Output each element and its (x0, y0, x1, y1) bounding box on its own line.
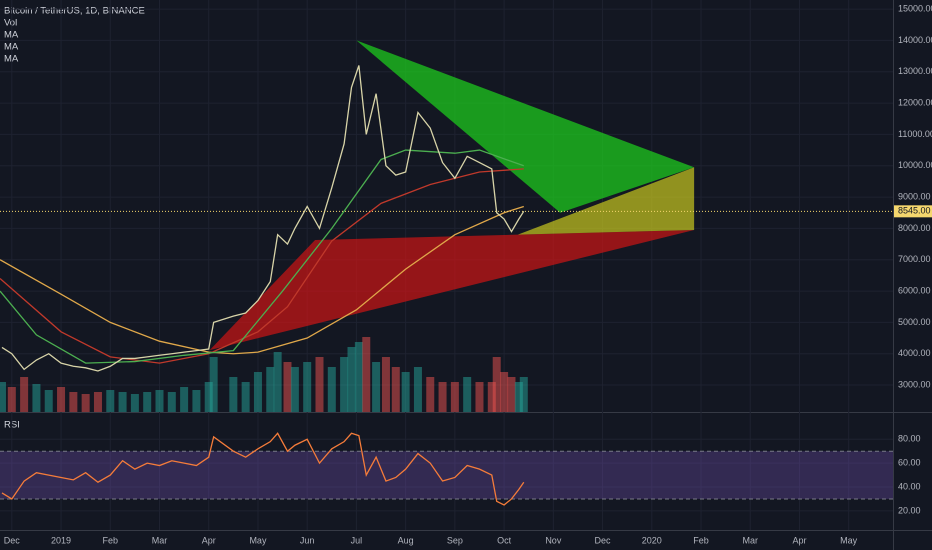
last-price-box (894, 205, 932, 218)
y-tick-label: 3000.00 (898, 379, 931, 389)
volume-bar (463, 377, 472, 412)
x-tick-label: Nov (545, 535, 562, 545)
y-tick-label: 7000.00 (898, 254, 931, 264)
volume-bar (519, 377, 528, 412)
volume-bar (391, 367, 400, 412)
volume-bar (93, 392, 102, 412)
x-tick-label: 2019 (51, 535, 71, 545)
volume-bar (209, 357, 218, 412)
volume-bar (143, 392, 152, 412)
y-tick-label: 15000.00 (898, 3, 932, 13)
series-line (0, 205, 524, 355)
x-tick-label: 2020 (642, 535, 662, 545)
volume-bar (413, 367, 422, 412)
volume-bar (69, 392, 78, 412)
x-tick-label: Mar (152, 535, 168, 545)
volume-bar (81, 394, 90, 412)
x-tick-label: Jun (300, 535, 315, 545)
volume-bar (130, 394, 139, 412)
x-tick-label: Feb (693, 535, 709, 545)
rsi-tick-label: 80.00 (898, 434, 921, 444)
x-tick-label: Mar (742, 535, 758, 545)
volume-bar (340, 357, 349, 412)
volume-bar (354, 342, 363, 412)
volume-bar (118, 392, 127, 412)
y-tick-label: 12000.00 (898, 97, 932, 107)
x-tick-label: Sep (447, 535, 463, 545)
y-tick-label: 9000.00 (898, 191, 931, 201)
volume-bar (155, 390, 164, 412)
drawing-shape (209, 229, 695, 351)
x-tick-label: Apr (792, 535, 806, 545)
volume-bar (514, 382, 523, 412)
y-tick-label: 6000.00 (898, 285, 931, 295)
x-tick-label: Aug (398, 535, 414, 545)
volume-bar (362, 337, 371, 412)
volume-bar (487, 382, 496, 412)
last-price-label: 8545.00 (898, 206, 931, 216)
volume-bar (20, 377, 29, 412)
volume-bar (283, 362, 292, 412)
volume-bar (266, 367, 275, 412)
volume-bar (0, 382, 6, 412)
volume-bar (327, 367, 336, 412)
volume-bar (303, 362, 312, 412)
volume-bar (32, 384, 41, 412)
y-tick-label: 10000.00 (898, 160, 932, 170)
y-tick-label: 4000.00 (898, 348, 931, 358)
volume-bar (438, 382, 447, 412)
rsi-tick-label: 40.00 (898, 481, 921, 491)
volume-bar (347, 347, 356, 412)
series-line (0, 149, 525, 364)
x-tick-label: Apr (202, 535, 216, 545)
volume-bar (192, 390, 201, 412)
volume-bar (229, 377, 238, 412)
volume-bar (315, 357, 324, 412)
volume-bar (500, 372, 509, 412)
rsi-tick-label: 20.00 (898, 505, 921, 515)
volume-bar (290, 367, 299, 412)
volume-bar (450, 382, 459, 412)
volume-bar (475, 382, 484, 412)
volume-bar (57, 387, 66, 412)
y-tick-label: 5000.00 (898, 317, 931, 327)
volume-bar (507, 377, 516, 412)
y-tick-label: 14000.00 (898, 35, 932, 45)
volume-bar (401, 372, 410, 412)
drawing-shape (356, 40, 695, 213)
x-tick-label: Jul (351, 535, 363, 545)
drawing-shape (517, 167, 695, 235)
series-line (1, 65, 525, 372)
y-tick-label: 11000.00 (898, 129, 932, 139)
volume-bar (180, 387, 189, 412)
x-tick-label: Feb (103, 535, 119, 545)
x-tick-label: May (840, 535, 858, 545)
volume-bar (381, 357, 390, 412)
x-tick-label: Oct (497, 535, 512, 545)
volume-bar (253, 372, 262, 412)
volume-bar (204, 382, 213, 412)
rsi-tick-label: 60.00 (898, 458, 921, 468)
volume-bar (167, 392, 176, 412)
rsi-band (0, 451, 893, 499)
volume-bar (241, 382, 250, 412)
series-line (1, 432, 525, 506)
volume-bar (7, 387, 16, 412)
series-line (0, 168, 524, 364)
x-tick-label: Dec (4, 535, 21, 545)
x-tick-label: Dec (595, 535, 612, 545)
y-tick-label: 8000.00 (898, 223, 931, 233)
y-tick-label: 13000.00 (898, 66, 932, 76)
volume-bar (492, 357, 501, 412)
x-tick-label: May (249, 535, 267, 545)
volume-bar (106, 390, 115, 412)
volume-bar (273, 352, 282, 412)
legend-entry: Vol (4, 18, 17, 29)
chart-title: Bitcoin / TetherUS, 1D, BINANCE (4, 6, 145, 17)
volume-bar (44, 390, 53, 412)
volume-bar (426, 377, 435, 412)
volume-bar (372, 362, 381, 412)
